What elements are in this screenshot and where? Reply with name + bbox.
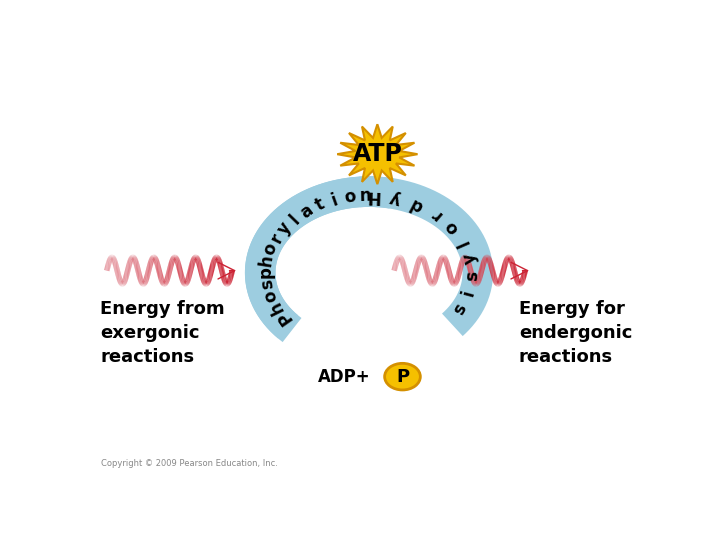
Text: l: l xyxy=(454,236,473,248)
Text: H: H xyxy=(365,187,380,205)
Text: Copyright © 2009 Pearson Education, Inc.: Copyright © 2009 Pearson Education, Inc. xyxy=(101,459,278,468)
Text: o: o xyxy=(342,187,357,207)
Text: y: y xyxy=(274,219,295,238)
Text: s: s xyxy=(450,300,470,318)
Text: d: d xyxy=(408,194,426,215)
Circle shape xyxy=(384,363,420,390)
Polygon shape xyxy=(337,124,418,184)
Text: o: o xyxy=(261,241,281,258)
Text: o: o xyxy=(260,288,281,304)
Text: a: a xyxy=(297,201,317,222)
Text: r: r xyxy=(427,205,445,224)
Text: s: s xyxy=(463,271,482,281)
Text: ADP+: ADP+ xyxy=(318,368,370,386)
Text: i: i xyxy=(459,288,478,298)
Text: n: n xyxy=(359,187,372,205)
Text: y: y xyxy=(461,252,480,266)
Text: h: h xyxy=(257,254,276,268)
Text: P: P xyxy=(396,368,409,386)
Text: Energy from
exergonic
reactions: Energy from exergonic reactions xyxy=(100,300,225,366)
Text: y: y xyxy=(388,188,403,208)
Text: p: p xyxy=(257,267,275,279)
Text: h: h xyxy=(266,298,287,316)
Text: r: r xyxy=(266,231,287,246)
Text: P: P xyxy=(274,307,295,327)
Text: ATP: ATP xyxy=(352,142,402,166)
Text: s: s xyxy=(257,278,276,291)
Text: Energy for
endergonic
reactions: Energy for endergonic reactions xyxy=(519,300,632,366)
Text: o: o xyxy=(441,217,463,237)
Text: t: t xyxy=(312,195,328,215)
Text: i: i xyxy=(329,191,340,210)
Text: l: l xyxy=(287,211,303,227)
